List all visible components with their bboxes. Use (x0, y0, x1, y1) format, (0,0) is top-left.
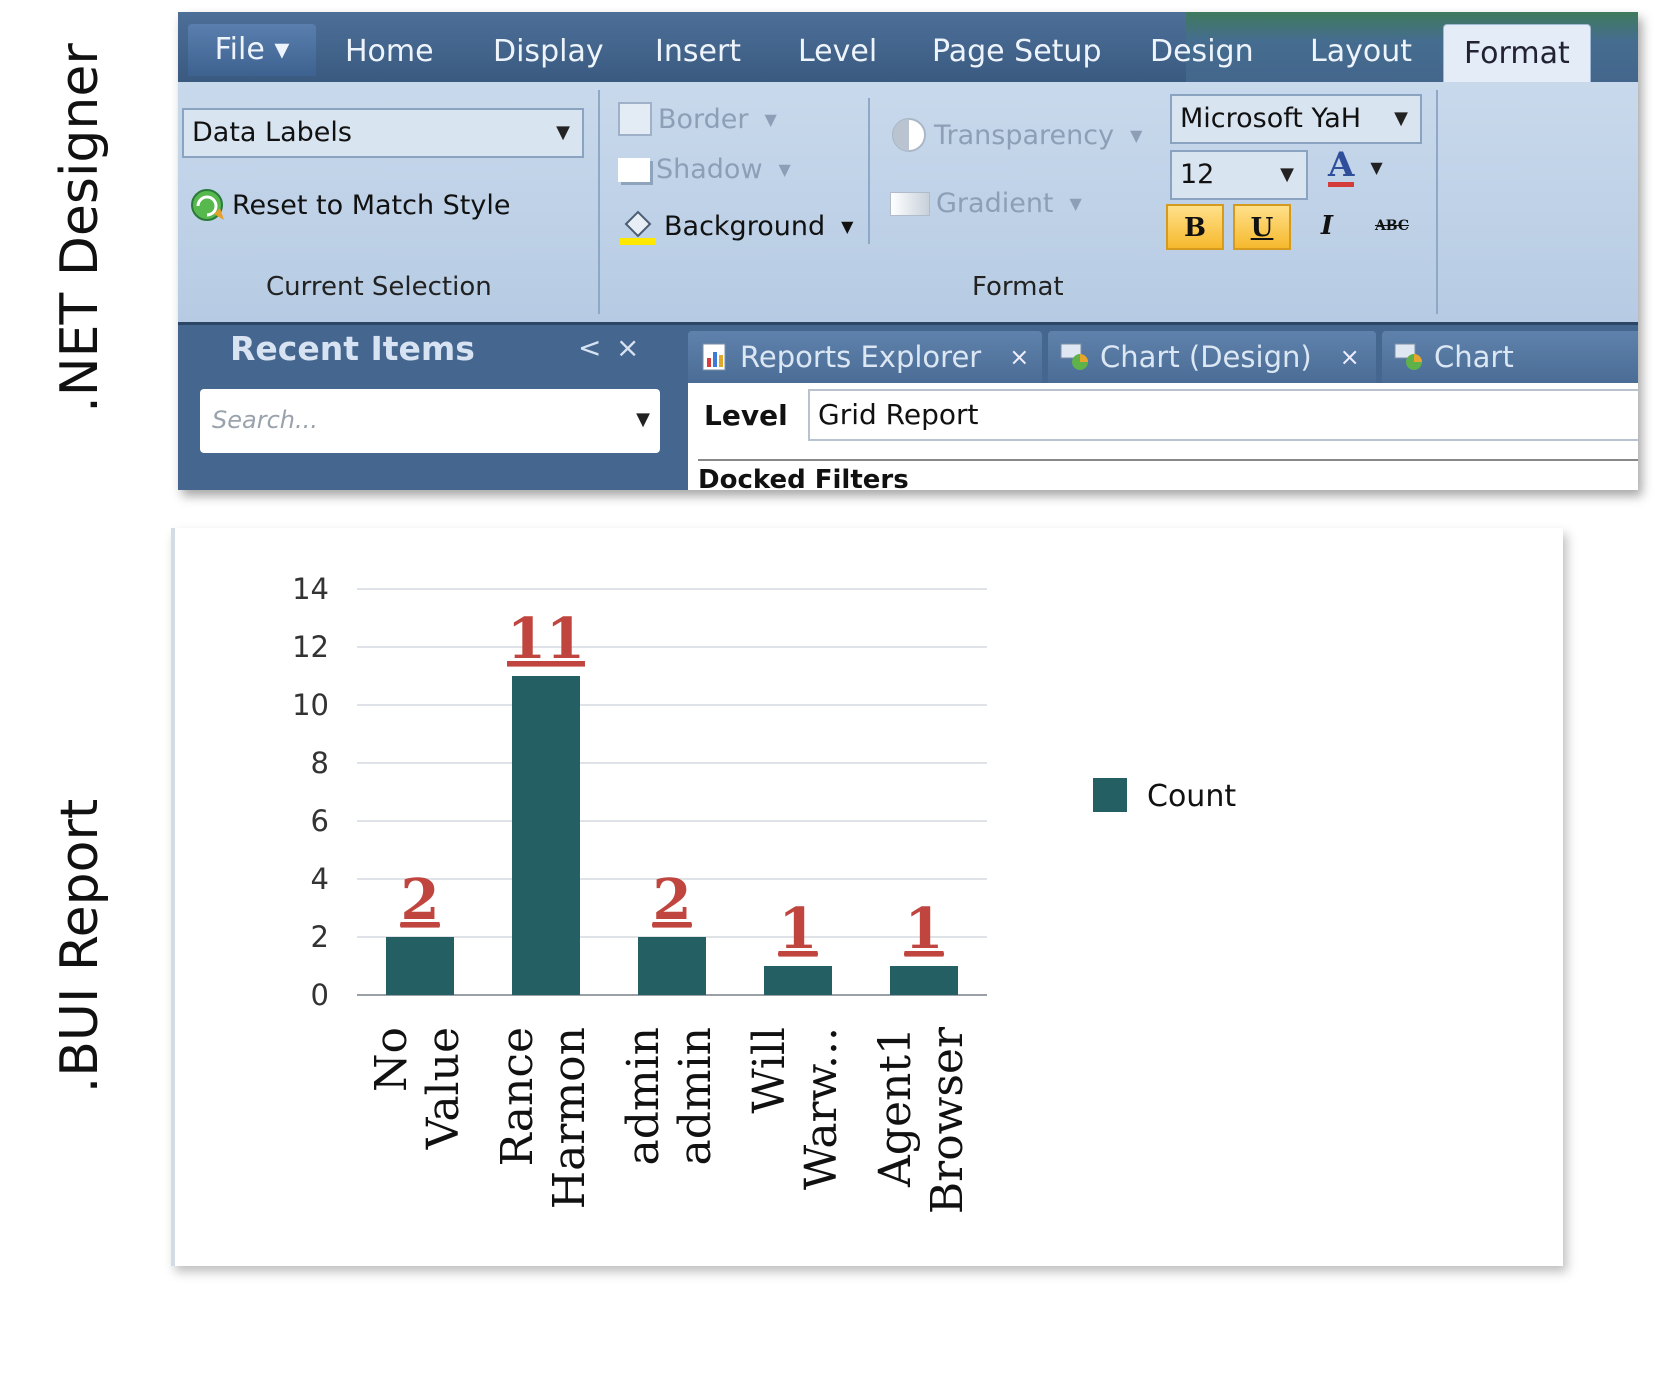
tab-display[interactable]: Display (493, 34, 604, 69)
data-label: 1 (905, 896, 944, 962)
chart-icon (1394, 343, 1422, 370)
chevron-down-icon: ▼ (636, 409, 650, 430)
workspace-area: Recent Items < × Search... ▼ Reports Expl… (178, 325, 1638, 490)
current-selection-group-label: Current Selection (266, 272, 492, 302)
border-button[interactable]: Border ▼ (618, 102, 777, 136)
docked-filters-header: Docked Filters (698, 459, 1638, 490)
bar (512, 676, 580, 995)
bar (638, 937, 706, 995)
group-divider (1436, 90, 1438, 314)
report-screenshot: 0 2 4 6 8 10 12 14 2 No Value 11 Rance Harmon 2 admin ad… (171, 528, 1563, 1266)
x-tick-label: Rance (492, 1027, 543, 1166)
y-tick-label: 8 (311, 746, 329, 780)
level-field[interactable]: Grid Report (808, 389, 1638, 441)
level-label: Level (704, 399, 788, 432)
x-tick-label: admin (670, 1027, 721, 1166)
group-divider (598, 90, 600, 314)
strikethrough-button[interactable]: ABC (1374, 218, 1410, 234)
report-definition-area: Level Grid Report Docked Filters (688, 383, 1638, 490)
paint-bucket-icon (620, 210, 656, 245)
x-tick-label: No (366, 1027, 417, 1092)
tab-reports-explorer[interactable]: Reports Explorer × (688, 331, 1042, 383)
shadow-icon (618, 157, 650, 182)
legend-swatch (1093, 778, 1127, 812)
x-tick-label: Will (744, 1027, 795, 1114)
designer-screenshot: File ▾ Home Display Insert Level Page Se… (178, 12, 1638, 490)
chevron-down-icon: ▼ (764, 109, 777, 129)
gradient-button[interactable]: Gradient ▼ (890, 188, 1082, 219)
chevron-down-icon: ▼ (1394, 108, 1408, 129)
tab-home[interactable]: Home (345, 34, 434, 69)
reset-style-icon (191, 189, 224, 221)
ribbon-tab-bar: File ▾ Home Display Insert Level Page Se… (178, 12, 1638, 90)
data-label: 2 (653, 867, 692, 933)
report-side-label: .BUI Report (50, 798, 110, 1094)
font-name-combo[interactable]: Microsoft YaH ▼ (1170, 94, 1422, 144)
chart-icon (1060, 343, 1088, 370)
x-tick-label: Agent1 (870, 1027, 921, 1188)
collapse-pane-button[interactable]: < (578, 331, 602, 364)
x-tick-label: Browser (922, 1026, 973, 1214)
legend-label: Count (1147, 779, 1236, 814)
tab-page-setup[interactable]: Page Setup (932, 34, 1102, 69)
y-tick-label: 0 (311, 978, 329, 1012)
recent-items-title: Recent Items (230, 329, 475, 368)
x-tick-label: Harmon (544, 1027, 595, 1209)
font-color-button[interactable]: A ▼ (1328, 148, 1383, 187)
selection-combo[interactable]: Data Labels ▼ (182, 108, 584, 158)
y-tick-label: 4 (311, 862, 329, 896)
italic-button[interactable]: I (1320, 211, 1334, 241)
bold-button[interactable]: B (1166, 204, 1224, 250)
x-tick-label: admin (618, 1027, 669, 1166)
chevron-down-icon: ▼ (778, 160, 791, 179)
ribbon-panel: Data Labels ▼ Reset to Match Style Curren… (178, 82, 1638, 325)
underline-button[interactable]: U (1233, 204, 1291, 250)
chevron-down-icon: ▼ (841, 216, 854, 236)
shadow-button[interactable]: Shadow ▼ (618, 154, 791, 185)
group-divider (868, 98, 870, 244)
chevron-down-icon: ▼ (556, 122, 570, 143)
transparency-button[interactable]: Transparency ▼ (890, 116, 1142, 154)
chevron-down-icon: ▼ (1370, 158, 1383, 177)
transparency-icon (892, 118, 926, 152)
designer-side-label: .NET Designer (50, 43, 110, 413)
x-tick-label: Value (418, 1027, 469, 1150)
y-tick-label: 10 (292, 688, 329, 722)
reset-style-button[interactable]: Reset to Match Style (188, 186, 510, 224)
format-group-label: Format (972, 272, 1064, 302)
x-tick-label: Warw... (796, 1027, 847, 1190)
tab-insert[interactable]: Insert (655, 34, 742, 69)
bar (386, 937, 454, 995)
y-tick-label: 2 (311, 920, 329, 954)
font-size-combo[interactable]: 12 ▼ (1170, 150, 1308, 200)
tab-layout[interactable]: Layout (1310, 34, 1412, 69)
font-color-icon: A (1328, 145, 1355, 187)
tab-chart[interactable]: Chart (1382, 331, 1638, 383)
close-pane-button[interactable]: × (616, 331, 640, 364)
y-tick-label: 6 (311, 804, 329, 838)
y-tick-label: 12 (292, 630, 329, 664)
chevron-down-icon: ▼ (1130, 125, 1143, 145)
tab-format[interactable]: Format (1443, 24, 1591, 90)
recent-items-search-input[interactable]: Search... ▼ (200, 389, 660, 453)
data-label: 1 (779, 896, 818, 962)
gradient-icon (890, 191, 930, 216)
data-label: 11 (507, 606, 585, 672)
close-tab-icon[interactable]: × (1339, 343, 1360, 371)
bar (764, 966, 832, 995)
chevron-down-icon: ▼ (1280, 164, 1294, 185)
close-tab-icon[interactable]: × (1009, 343, 1030, 371)
tab-chart-design[interactable]: Chart (Design) × (1048, 331, 1376, 383)
chevron-down-icon: ▼ (1069, 194, 1082, 213)
border-icon (618, 102, 652, 136)
tab-file[interactable]: File ▾ (188, 24, 316, 76)
background-button[interactable]: Background ▼ (618, 206, 853, 246)
tab-level[interactable]: Level (798, 34, 878, 69)
report-icon (702, 343, 726, 371)
tab-design[interactable]: Design (1150, 34, 1254, 69)
data-label: 2 (401, 867, 440, 933)
bar (890, 966, 958, 995)
y-tick-label: 14 (292, 572, 329, 606)
